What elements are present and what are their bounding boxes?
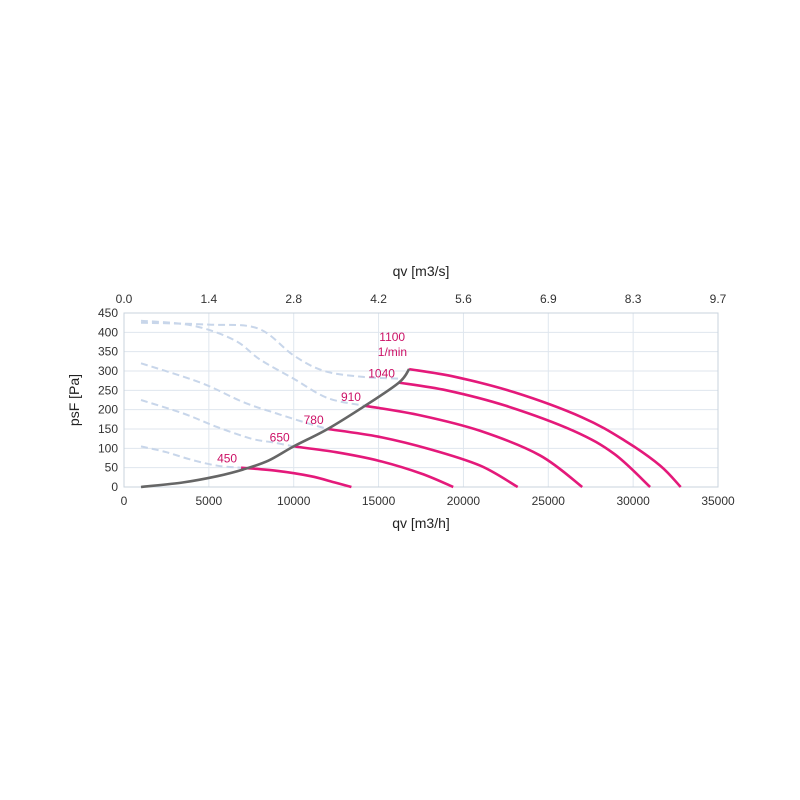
x-axis-ticks: 0 5000 10000 15000 20000 25000 30000 35000 <box>121 494 735 508</box>
y-tick-label: 250 <box>98 383 118 397</box>
y-tick-label: 0 <box>111 480 118 494</box>
y-tick-label: 50 <box>105 461 119 475</box>
y-axis-ticks: 0 50 100 150 200 250 300 350 400 450 <box>98 306 118 494</box>
stall-curve <box>140 321 399 380</box>
x-tick-label: 30000 <box>616 494 650 508</box>
x2-tick-label: 5.6 <box>455 292 472 306</box>
x-tick-label: 35000 <box>701 494 735 508</box>
speed-label-1040: 1040 <box>368 367 395 381</box>
x-tick-label: 20000 <box>447 494 481 508</box>
x-tick-label: 25000 <box>532 494 566 508</box>
x2-tick-label: 8.3 <box>625 292 642 306</box>
y-tick-label: 450 <box>98 306 118 320</box>
y-tick-label: 100 <box>98 441 118 455</box>
y-tick-label: 150 <box>98 422 118 436</box>
x2-tick-label: 6.9 <box>540 292 557 306</box>
y-tick-label: 400 <box>98 325 118 339</box>
stall-curves <box>140 319 399 469</box>
speed-curve-450 <box>240 466 352 489</box>
plot-frame <box>123 312 719 488</box>
x-tick-label: 10000 <box>277 494 311 508</box>
x-axis-title: qv [m3/h] <box>392 515 450 531</box>
x2-axis-title: qv [m3/s] <box>393 263 450 279</box>
speed-label-650: 650 <box>270 430 290 444</box>
x-tick-label: 5000 <box>196 494 223 508</box>
y-axis-title: psF [Pa] <box>66 374 82 426</box>
speed-label-1100: 1100 <box>379 330 405 344</box>
x2-tick-label: 9.7 <box>710 292 727 306</box>
speed-unit-label: 1/min <box>378 345 407 359</box>
speed-curve-780 <box>327 427 519 489</box>
y-tick-label: 200 <box>98 403 118 417</box>
speed-curve-910 <box>364 404 583 489</box>
x2-tick-label: 0.0 <box>116 292 133 306</box>
stall-curve <box>140 362 328 430</box>
x2-tick-label: 1.4 <box>201 292 218 306</box>
speed-label-450: 450 <box>217 452 237 466</box>
stall-curve <box>140 445 242 469</box>
x2-tick-label: 2.8 <box>285 292 302 306</box>
x2-axis-ticks: 0.0 1.4 2.8 4.2 5.6 6.9 8.3 9.7 <box>116 292 727 306</box>
grid <box>124 313 718 487</box>
x-tick-label: 15000 <box>362 494 396 508</box>
x2-tick-label: 4.2 <box>370 292 387 306</box>
speed-curve-1040 <box>398 381 651 488</box>
speed-curve-1100 <box>408 367 682 488</box>
y-tick-label: 300 <box>98 364 118 378</box>
speed-label-910: 910 <box>341 390 361 404</box>
speed-curve-650 <box>293 445 454 489</box>
system-curve <box>140 368 411 489</box>
speed-label-780: 780 <box>304 413 324 427</box>
stall-curve <box>140 399 294 448</box>
stall-curve <box>140 319 366 407</box>
x-tick-label: 0 <box>121 494 128 508</box>
speed-curves <box>240 367 682 489</box>
y-tick-label: 350 <box>98 345 118 359</box>
system-curve-line <box>140 368 411 489</box>
